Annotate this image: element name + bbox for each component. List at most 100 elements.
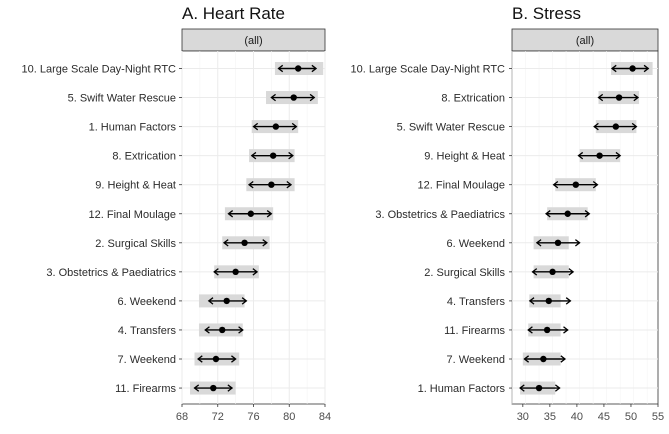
heart-rate-x-tick-label: 76 [247,411,259,423]
heart-rate-x-ticks: 68 72 76 80 84 [176,404,331,423]
heart-rate-interval-right-arrow-4 [288,151,294,160]
stress-interval-left-arrow-9 [528,297,535,305]
heart-rate-point-10 [219,326,226,334]
heart-rate-interval-right-arrow-12 [227,384,234,392]
stress-category-label: 1. Human Factors [418,383,506,395]
heart-rate-interval-left-arrow-6 [227,210,234,218]
stress-category-label: 10. Large Scale Day-Night RTC [351,64,506,76]
stress-interval-right-arrow-1 [643,64,650,73]
heart-rate-facet-label: (all) [244,35,262,47]
stress-x-tick-label: 30 [517,411,529,423]
stress-x-tick-label: 40 [571,411,583,423]
heart-rate-interval-left-arrow-5 [247,180,254,189]
stress-x-ticks: 30 35 40 45 50 55 [517,404,664,423]
stress-x-tick-label: 50 [625,411,637,423]
stress-category-label: 9. Height & Heat [424,151,505,163]
heart-rate-interval-right-arrow-11 [231,355,237,363]
heart-rate-interval-left-arrow-11 [197,355,203,363]
stress-interval-left-arrow-2 [597,93,604,102]
stress-interval-left-arrow-1 [610,64,617,73]
heart-rate-interval-right-arrow-3 [291,122,298,131]
stress-category-label: 12. Final Moulage [418,180,505,192]
stress-interval-left-arrow-3 [593,122,599,131]
heart-rate-category-label: 8. Extrication [112,151,176,163]
heart-rate-category-label: 7. Weekend [117,354,176,366]
stress-category-label: 5. Swift Water Rescue [397,122,505,134]
heart-rate-x-tick-label: 80 [283,411,295,423]
stress-points [535,65,636,392]
stress-point-11 [540,355,547,363]
heart-rate-point-3 [272,123,280,130]
heart-rate-category-label: 6. Weekend [117,296,176,308]
stress-category-label: 3. Obstetrics & Paediatrics [375,209,505,221]
stress-x-tick-label: 55 [652,411,664,423]
stress-facet-label: (all) [576,35,594,47]
heart-rate-panel: A. Heart Rate (all) 10. Large Scale Day-… [22,4,332,423]
stress-x-tick-label: 45 [598,411,610,423]
heart-rate-point-4 [269,152,277,159]
stress-point-6 [564,210,571,217]
stress-interval-left-arrow-4 [577,151,584,160]
stress-point-12 [535,384,543,392]
heart-rate-interval-left-arrow-10 [204,326,210,334]
heart-rate-interval-right-arrow-10 [238,326,244,334]
heart-rate-interval-left-arrow-8 [213,268,219,276]
heart-rate-category-label: 11. Firearms [115,383,176,395]
stress-title: B. Stress [512,4,581,23]
heart-rate-x-tick-label: 84 [319,411,331,423]
stress-interval-right-arrow-7 [574,239,581,247]
heart-rate-category-label: 2. Surgical Skills [95,238,176,250]
heart-rate-point-1 [294,65,302,72]
heart-rate-point-5 [268,181,275,188]
stress-point-1 [629,65,636,72]
heart-rate-point-11 [212,355,220,363]
heart-rate-interval-right-arrow-2 [309,93,316,102]
heart-rate-point-2 [290,94,297,101]
heart-rate-interval-left-arrow-2 [270,93,276,102]
heart-rate-category-label: 5. Swift Water Rescue [68,93,176,105]
stress-category-label: 2. Surgical Skills [424,267,505,279]
stress-panel: B. Stress (all) 10. Large Scale Day-Nigh… [351,4,665,423]
stress-interval-right-arrow-12 [554,384,561,392]
stress-category-label: 4. Transfers [447,296,506,308]
heart-rate-x-tick-label: 68 [176,411,188,423]
heart-rate-point-12 [210,384,217,392]
heart-rate-interval-left-arrow-9 [207,297,214,305]
stress-interval-left-arrow-5 [552,180,559,189]
heart-rate-interval-right-arrow-8 [252,268,259,276]
heart-rate-point-9 [223,297,230,305]
heart-rate-category-label: 3. Obstetrics & Paediatrics [46,267,176,279]
stress-category-label: 6. Weekend [446,238,505,250]
stress-category-label: 11. Firearms [444,325,505,337]
heart-rate-interval-left-arrow-4 [250,151,257,160]
stress-interval-left-arrow-7 [535,239,542,247]
stress-interval-left-arrow-8 [531,268,538,276]
stress-point-10 [543,326,551,334]
stress-interval-right-arrow-9 [565,297,572,305]
heart-rate-point-7 [241,239,248,246]
stress-interval-left-arrow-11 [523,355,530,363]
stress-point-4 [596,152,603,159]
stress-interval-right-arrow-10 [563,326,569,334]
heart-rate-title: A. Heart Rate [182,4,285,23]
heart-rate-interval-left-arrow-12 [193,384,200,392]
stress-point-9 [545,297,552,305]
heart-rate-point-8 [232,268,239,276]
stress-interval-right-arrow-3 [631,122,638,131]
heart-rate-interval-right-arrow-6 [266,210,273,218]
stress-interval-right-arrow-5 [592,180,599,189]
heart-rate-category-label: 10. Large Scale Day-Night RTC [22,64,177,76]
stress-point-5 [572,181,580,188]
heart-rate-interval-right-arrow-7 [262,239,268,247]
heart-rate-interval-right-arrow-1 [311,64,318,73]
stress-point-3 [612,123,620,130]
stress-point-7 [554,239,562,246]
heart-rate-interval-left-arrow-1 [277,64,284,73]
heart-rate-x-tick-label: 72 [212,411,224,423]
heart-rate-point-6 [247,210,255,217]
heart-rate-category-label: 9. Height & Heat [95,180,176,192]
stress-category-label: 7. Weekend [446,354,505,366]
heart-rate-category-label: 4. Transfers [118,325,177,337]
heart-rate-category-label: 12. Final Moulage [89,209,176,221]
